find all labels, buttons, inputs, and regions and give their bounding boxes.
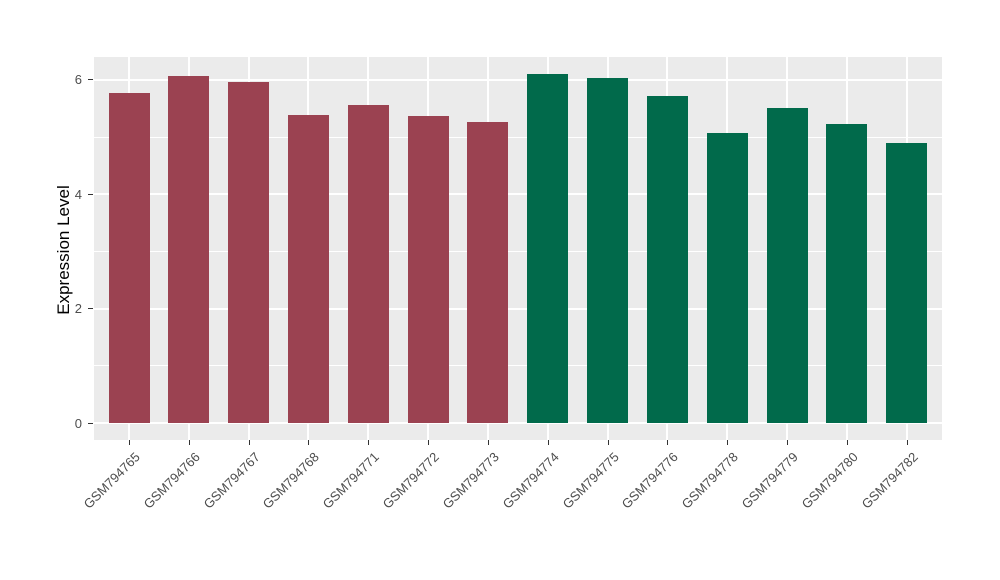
gridline-major-y6 xyxy=(94,78,942,81)
x-tick-mark-GSM794776 xyxy=(667,440,669,445)
x-tick-mark-GSM794778 xyxy=(727,440,729,445)
y-tick-label-0: 0 xyxy=(74,415,82,431)
gridline-minor-y5 xyxy=(94,136,942,138)
y-tick-label-6: 6 xyxy=(74,72,82,88)
gridline-major-y0 xyxy=(94,422,942,424)
x-tick-mark-GSM794774 xyxy=(547,440,549,445)
y-tick-mark-6 xyxy=(88,79,93,81)
bar-GSM794778 xyxy=(706,132,748,423)
x-tick-mark-GSM794773 xyxy=(487,440,489,445)
bar-GSM794776 xyxy=(646,95,688,423)
x-tick-mark-GSM794771 xyxy=(368,440,370,445)
y-tick-mark-4 xyxy=(88,193,93,195)
y-tick-mark-2 xyxy=(88,308,93,310)
y-axis-title: Expression Level xyxy=(54,185,73,315)
x-tick-mark-GSM794767 xyxy=(248,440,250,445)
bar-GSM794768 xyxy=(287,114,329,423)
x-tick-mark-GSM794768 xyxy=(308,440,310,445)
bar-GSM794766 xyxy=(168,75,210,423)
bar-GSM794779 xyxy=(766,107,808,423)
x-tick-mark-GSM794766 xyxy=(188,440,190,445)
bar-GSM794771 xyxy=(347,104,389,423)
bar-GSM794765 xyxy=(108,92,150,423)
bar-GSM794767 xyxy=(228,82,270,423)
bar-GSM794773 xyxy=(467,121,509,423)
x-tick-mark-GSM794780 xyxy=(846,440,848,445)
gridline-minor-y3 xyxy=(94,250,942,252)
y-tick-label-4: 4 xyxy=(74,186,82,202)
x-tick-mark-GSM794779 xyxy=(787,440,789,445)
bar-GSM794774 xyxy=(527,73,569,423)
gridline-major-y4 xyxy=(94,193,942,196)
plot-panel xyxy=(94,57,942,440)
x-tick-mark-GSM794775 xyxy=(607,440,609,445)
bar-GSM794782 xyxy=(886,143,928,423)
gridline-minor-y1 xyxy=(94,365,942,367)
bar-GSM794772 xyxy=(407,115,449,423)
x-tick-mark-GSM794765 xyxy=(129,440,130,445)
bar-GSM794775 xyxy=(587,77,629,423)
gridline-major-y2 xyxy=(94,307,942,310)
x-tick-mark-GSM794772 xyxy=(428,440,430,445)
y-tick-mark-0 xyxy=(88,422,93,424)
y-tick-label-2: 2 xyxy=(74,301,82,317)
bar-GSM794780 xyxy=(826,124,868,423)
x-tick-mark-GSM794782 xyxy=(906,440,908,445)
